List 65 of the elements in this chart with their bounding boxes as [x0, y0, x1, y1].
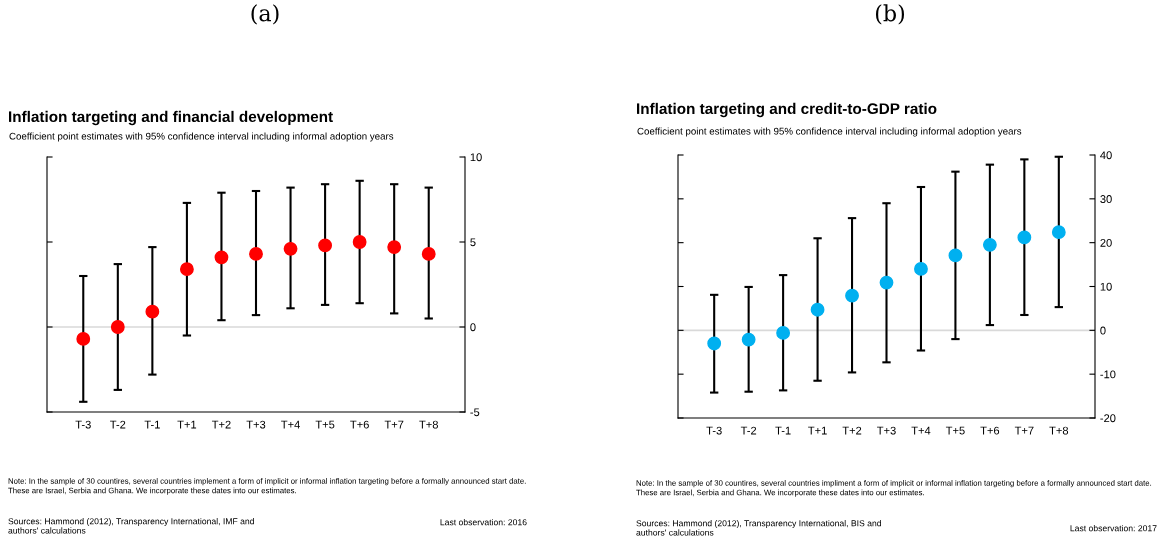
x-tick-label: T+2 — [842, 426, 862, 435]
x-tick-label: T+6 — [350, 420, 369, 429]
y-tick-label: 10 — [1100, 282, 1112, 291]
text: (b) — [875, 4, 905, 25]
y-tick-label: 5 — [470, 238, 476, 247]
point — [845, 288, 859, 303]
text: Last observation: 2017 — [1070, 524, 1157, 532]
point — [352, 235, 367, 249]
point — [810, 302, 825, 317]
point — [707, 336, 722, 351]
point — [421, 246, 436, 261]
y-tick-label: 10 — [470, 153, 482, 162]
point — [914, 262, 928, 276]
chart-title: Inflation targeting and financial development — [9, 110, 333, 126]
point — [1017, 230, 1032, 245]
point — [318, 238, 332, 253]
point — [982, 237, 997, 252]
y-tick-label: -10 — [1100, 370, 1116, 379]
x-tick-label: T+3 — [877, 426, 896, 435]
x-tick-label: T-1 — [144, 420, 160, 429]
y-tick-label: 0 — [1100, 326, 1106, 335]
point — [948, 248, 963, 263]
x-tick-label: T+4 — [281, 420, 300, 429]
source-note: Sources: Hammond (2012), Transparency International, IMF and authors' calculations — [8, 518, 254, 534]
x-tick-label: T+1 — [177, 420, 197, 429]
point — [1051, 225, 1066, 240]
point — [180, 262, 194, 277]
point — [776, 326, 791, 340]
y-tick-label: 40 — [1100, 151, 1112, 160]
x-tick-label: T-2 — [110, 420, 126, 429]
text: (a) — [251, 4, 279, 25]
y-tick-label: -5 — [470, 408, 480, 417]
x-tick-label: T+3 — [246, 420, 266, 429]
x-tick-label: T+1 — [808, 426, 827, 435]
x-tick-label: T+4 — [911, 426, 931, 435]
point — [879, 275, 894, 290]
x-tick-label: T-3 — [706, 426, 722, 435]
x-tick-label: T+7 — [384, 420, 404, 429]
text: Last observation: 2016 — [440, 518, 527, 526]
x-tick-label: T-1 — [775, 426, 791, 435]
x-tick-label: T+8 — [419, 420, 438, 429]
y-tick-label: 30 — [1100, 195, 1112, 203]
y-tick-label: 0 — [470, 323, 476, 332]
x-tick-label: T+5 — [315, 420, 335, 429]
x-tick-label: T+7 — [1014, 426, 1034, 435]
y-tick-label: -20 — [1100, 414, 1116, 423]
x-tick-label: T-2 — [740, 426, 757, 435]
x-tick-label: T+6 — [980, 426, 1000, 435]
y-tick-label: 20 — [1100, 238, 1112, 247]
point — [76, 331, 91, 346]
source-note: Sources: Hammond (2012), Transparency International, BIS and authors' calculations — [636, 520, 881, 536]
x-tick-label: T+2 — [211, 420, 231, 429]
chart-title: Inflation targeting and credit-to-GDP ratio — [637, 102, 937, 118]
point — [110, 320, 125, 334]
point — [214, 250, 229, 265]
point — [145, 304, 160, 319]
chart-subtitle: Coefficient point estimates with 95% confidence interval including informal adoption years — [637, 127, 1022, 137]
x-tick-label: T+5 — [945, 426, 965, 435]
point — [249, 246, 263, 261]
x-tick-label: T-3 — [75, 420, 91, 429]
point — [741, 332, 756, 347]
x-tick-label: T+8 — [1049, 426, 1069, 435]
point — [387, 240, 402, 255]
chart-subtitle: Coefficient point estimates with 95% confidence interval including informal adoption years — [9, 132, 394, 142]
point — [283, 241, 298, 256]
